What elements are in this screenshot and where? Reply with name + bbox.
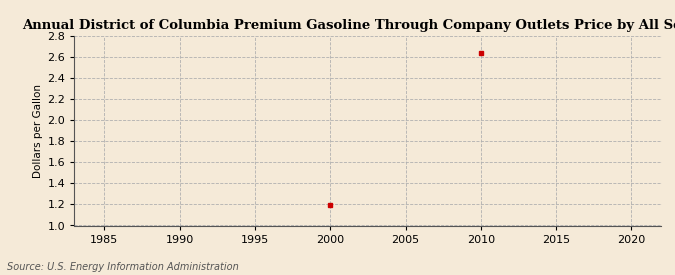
Title: Annual District of Columbia Premium Gasoline Through Company Outlets Price by Al: Annual District of Columbia Premium Gaso…: [22, 19, 675, 32]
Text: Source: U.S. Energy Information Administration: Source: U.S. Energy Information Administ…: [7, 262, 238, 272]
Y-axis label: Dollars per Gallon: Dollars per Gallon: [33, 84, 43, 178]
